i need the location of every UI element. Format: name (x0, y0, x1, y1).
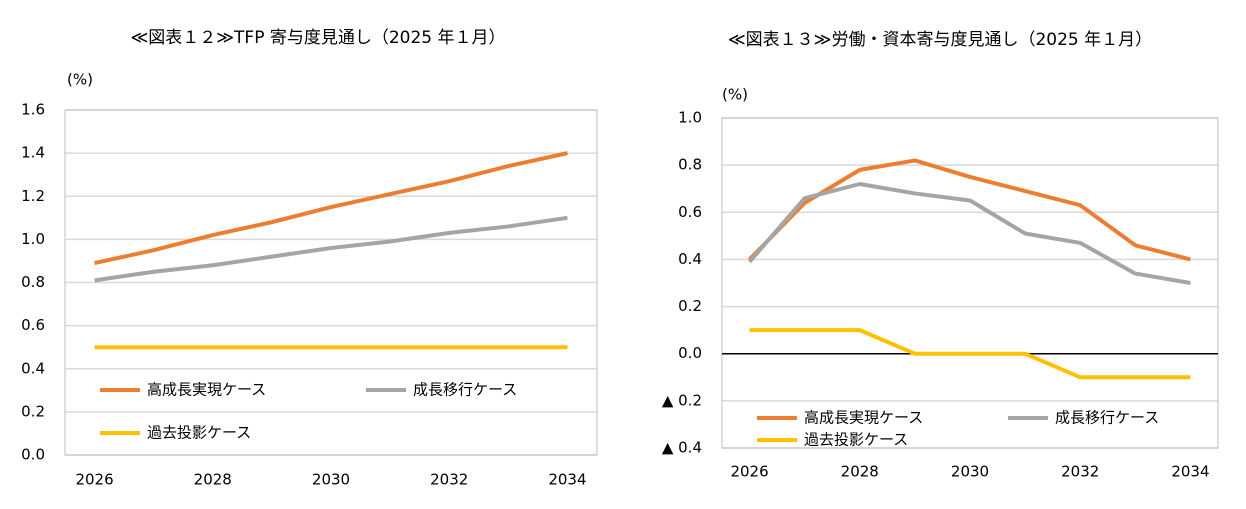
y-tick-label: 0.0 (678, 344, 702, 362)
x-tick-label: 2032 (1061, 463, 1099, 481)
y-tick-label: ▲ 0.2 (662, 391, 702, 409)
chart-title: ≪図表１３≫労働・資本寄与度見通し（2025 年１月） (728, 30, 1152, 50)
x-tick-label: 2034 (548, 471, 586, 489)
y-tick-label: 1.4 (21, 144, 45, 162)
y-tick-label: 0.0 (21, 446, 45, 464)
y-tick-label: 1.0 (21, 230, 45, 248)
y-tick-label: 0.4 (678, 250, 702, 268)
x-tick-label: 2028 (194, 471, 232, 489)
legend-label: 成長移行ケース (413, 381, 517, 399)
x-tick-label: 2030 (951, 463, 989, 481)
x-tick-label: 2026 (730, 463, 768, 481)
legend-label: 過去投影ケース (804, 431, 908, 449)
y-tick-label: 0.2 (678, 297, 702, 315)
x-tick-label: 2032 (430, 471, 468, 489)
series-line (94, 151, 568, 266)
x-tick-label: 2026 (75, 471, 113, 489)
legend-label: 高成長実現ケース (804, 409, 923, 427)
x-tick-label: 2028 (841, 463, 879, 481)
x-tick-label: 2034 (1171, 463, 1209, 481)
plot-area (64, 109, 598, 456)
y-tick-label: 0.8 (21, 273, 45, 291)
plot-area (721, 117, 1219, 449)
y-tick-label: ▲ 0.4 (662, 439, 702, 457)
y-tick-label: 0.8 (678, 156, 702, 174)
y-tick-label: 1.6 (21, 101, 45, 119)
y-tick-label: 0.4 (21, 359, 45, 377)
y-tick-label: 1.2 (21, 187, 45, 205)
chart-title: ≪図表１２≫TFP 寄与度見通し（2025 年１月） (130, 28, 505, 48)
y-tick-label: 0.2 (21, 402, 45, 420)
series-line (94, 215, 568, 283)
y-axis-unit: (%) (67, 71, 93, 89)
y-tick-label: 0.6 (678, 203, 702, 221)
y-tick-label: 1.0 (678, 109, 702, 127)
series-line (748, 158, 1191, 262)
legend-label: 過去投影ケース (147, 424, 251, 442)
series-line (749, 328, 1191, 380)
series-line (748, 182, 1191, 285)
legend-label: 成長移行ケース (1055, 409, 1159, 427)
x-tick-label: 2030 (312, 471, 350, 489)
y-axis-unit: (%) (722, 86, 748, 104)
legend-label: 高成長実現ケース (147, 381, 266, 399)
y-tick-label: 0.6 (21, 316, 45, 334)
